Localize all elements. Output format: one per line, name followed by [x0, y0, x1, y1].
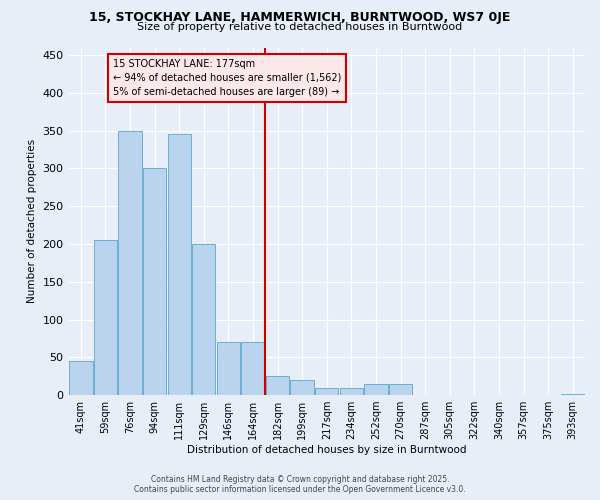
- Y-axis label: Number of detached properties: Number of detached properties: [27, 139, 37, 304]
- Bar: [167, 134, 191, 395]
- Bar: [118, 130, 142, 395]
- Bar: [315, 388, 338, 395]
- Text: 15 STOCKHAY LANE: 177sqm
← 94% of detached houses are smaller (1,562)
5% of semi: 15 STOCKHAY LANE: 177sqm ← 94% of detach…: [113, 59, 341, 97]
- Bar: [69, 361, 92, 395]
- Text: Size of property relative to detached houses in Burntwood: Size of property relative to detached ho…: [137, 22, 463, 32]
- Bar: [561, 394, 584, 395]
- Bar: [340, 388, 363, 395]
- Text: 15, STOCKHAY LANE, HAMMERWICH, BURNTWOOD, WS7 0JE: 15, STOCKHAY LANE, HAMMERWICH, BURNTWOOD…: [89, 11, 511, 24]
- Bar: [241, 342, 265, 395]
- Bar: [217, 342, 240, 395]
- Bar: [389, 384, 412, 395]
- Bar: [290, 380, 314, 395]
- Bar: [143, 168, 166, 395]
- Text: Contains HM Land Registry data © Crown copyright and database right 2025.
Contai: Contains HM Land Registry data © Crown c…: [134, 474, 466, 494]
- X-axis label: Distribution of detached houses by size in Burntwood: Distribution of detached houses by size …: [187, 445, 467, 455]
- Bar: [364, 384, 388, 395]
- Bar: [94, 240, 117, 395]
- Bar: [192, 244, 215, 395]
- Bar: [266, 376, 289, 395]
